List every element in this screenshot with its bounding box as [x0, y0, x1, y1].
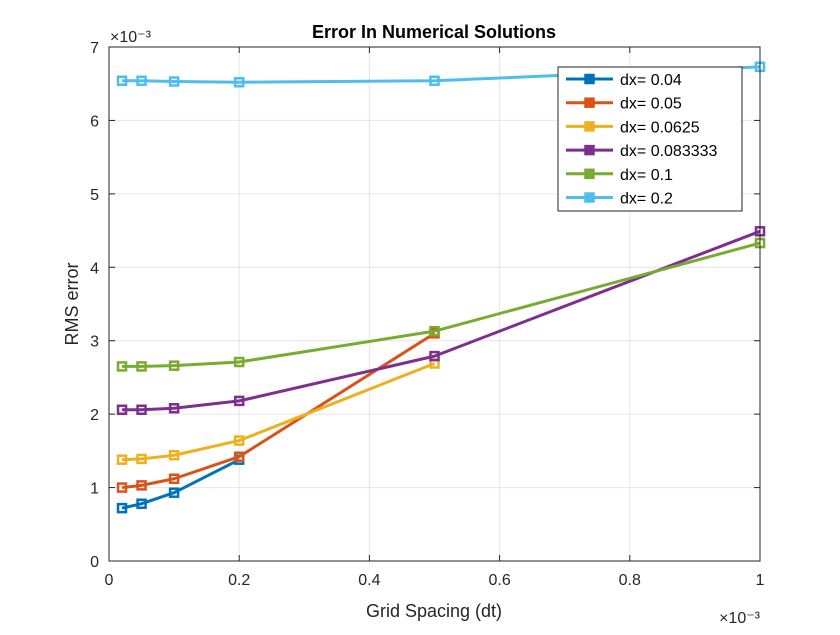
legend-entries: dx= 0.04 dx= 0.05 dx= 0.0625 dx= 0.083333 dx…: [566, 72, 718, 208]
x-tick-label: 0.4: [358, 572, 380, 589]
legend-entry: dx= 0.083333: [566, 143, 718, 160]
y-axis-exponent: ×10⁻³: [110, 29, 152, 46]
legend: dx= 0.04 dx= 0.05 dx= 0.0625 dx= 0.083333 dx…: [557, 66, 743, 212]
series-line: [121, 362, 436, 462]
legend-marker: [584, 192, 595, 203]
y-tick-label: 7: [90, 40, 99, 57]
y-tick-label: 5: [90, 187, 99, 204]
data-point: [136, 404, 147, 415]
data-point: [116, 361, 128, 372]
legend-entry: dx= 0.1: [566, 167, 673, 184]
data-point: [429, 325, 440, 337]
data-point: [136, 480, 147, 491]
series-4: [116, 226, 766, 415]
data-point: [116, 454, 128, 465]
plot-frame: [108, 46, 761, 562]
legend-marker: [584, 121, 595, 132]
x-tick-label: 1: [756, 572, 765, 589]
legend-marker: [584, 144, 595, 156]
y-tick-label: 3: [90, 334, 99, 351]
data-point: [233, 356, 245, 368]
data-point: [168, 360, 180, 371]
y-axis-label: RMS error: [62, 262, 82, 345]
y-tick-label: 4: [90, 260, 99, 277]
data-point: [168, 403, 180, 414]
data-point: [136, 453, 147, 465]
data-point: [116, 75, 128, 87]
legend-box: [557, 66, 743, 212]
legend-label: dx= 0.2: [620, 191, 673, 208]
legend-entry: dx= 0.0625: [566, 119, 700, 136]
data-point: [429, 350, 440, 362]
chart-title: Error In Numerical Solutions: [312, 22, 556, 42]
data-point: [116, 482, 128, 493]
legend-label: dx= 0.0625: [620, 119, 700, 136]
legend-label: dx= 0.05: [620, 96, 682, 113]
tick-labels: 0 0.2 0.4 0.6 0.8 1 0 1 2 3 4 5 6 7: [90, 40, 764, 589]
y-tick-label: 0: [90, 554, 99, 571]
legend-entry: dx= 0.04: [566, 72, 682, 89]
y-tick-label: 6: [90, 113, 99, 130]
data-point: [136, 75, 147, 87]
x-tick-label: 0.6: [488, 572, 510, 589]
x-tick-label: 0.8: [619, 572, 641, 589]
data-point: [168, 76, 180, 87]
legend-entry: dx= 0.2: [566, 191, 673, 208]
legend-marker: [584, 168, 595, 180]
series-line: [121, 458, 240, 510]
data-point: [233, 395, 245, 407]
x-tick-label: 0.2: [228, 572, 250, 589]
tick-marks: [108, 46, 761, 562]
y-tick-label: 1: [90, 481, 99, 498]
data-point: [233, 451, 245, 462]
data-point: [233, 76, 245, 88]
data-point: [116, 404, 128, 415]
series-layer: [116, 61, 766, 514]
x-axis-label: Grid Spacing (dt): [366, 601, 502, 621]
y-tick-label: 2: [90, 407, 99, 424]
legend-label: dx= 0.04: [620, 72, 682, 89]
data-point: [168, 450, 180, 461]
legend-label: dx= 0.083333: [620, 143, 718, 160]
data-point: [233, 435, 245, 446]
legend-entry: dx= 0.05: [566, 96, 682, 113]
data-point: [116, 502, 128, 514]
x-axis-exponent: ×10⁻³: [719, 610, 761, 627]
legend-label: dx= 0.1: [620, 167, 673, 184]
legend-marker: [584, 73, 595, 85]
data-point: [136, 498, 147, 509]
data-point: [136, 361, 147, 372]
data-point: [429, 75, 440, 87]
legend-marker: [584, 97, 595, 108]
x-tick-label: 0: [105, 572, 114, 589]
data-point: [168, 473, 180, 485]
data-point: [168, 487, 180, 498]
